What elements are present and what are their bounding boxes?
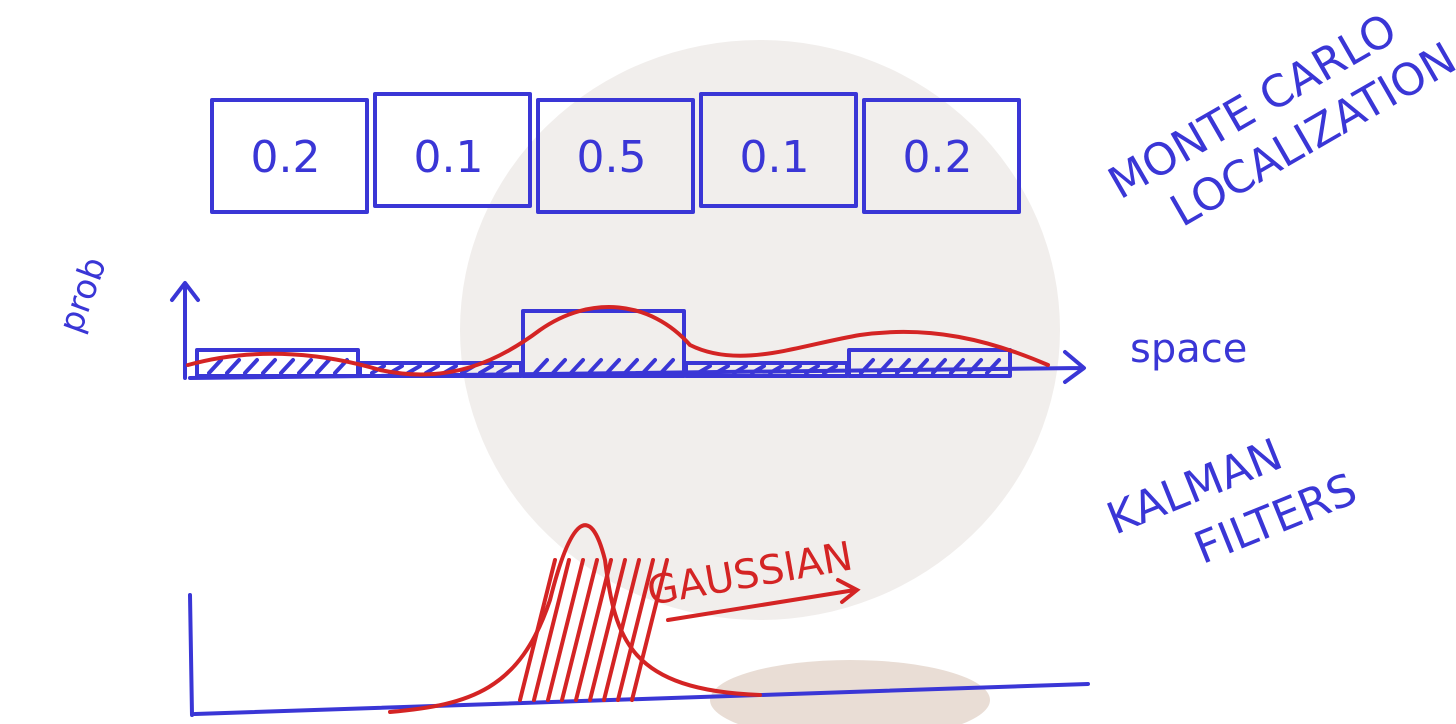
- hatch: [605, 358, 621, 375]
- hatch: [859, 358, 875, 375]
- histogram: [170, 281, 1086, 384]
- hatch: [659, 358, 675, 375]
- hist-bar: [847, 348, 1012, 378]
- hatch: [560, 558, 599, 702]
- cell-box: [536, 98, 695, 214]
- monte-carlo-label: MONTE CARLO LOCALIZATION: [1100, 4, 1456, 237]
- hatch: [225, 358, 241, 375]
- hatch: [949, 358, 965, 375]
- hatch: [207, 358, 223, 375]
- y-label: prob: [51, 252, 115, 338]
- cell-row: 0.2 0.1 0.5 0.1 0.2: [210, 92, 1021, 214]
- hatch: [750, 364, 766, 375]
- hatch: [243, 358, 259, 375]
- hatch: [478, 364, 494, 375]
- cell-value: 0.5: [577, 132, 647, 183]
- hatch: [768, 364, 784, 375]
- hatch: [533, 358, 549, 375]
- gaussian-hatch: [518, 558, 669, 702]
- hatch: [569, 358, 585, 375]
- hatch: [696, 364, 712, 375]
- hatch: [518, 558, 557, 702]
- hatch: [406, 364, 422, 375]
- hatch: [261, 358, 277, 375]
- hatch: [931, 358, 947, 375]
- hatch: [732, 364, 748, 375]
- gaussian-underline: [666, 578, 861, 622]
- hatch: [630, 558, 669, 702]
- hatch: [804, 364, 820, 375]
- hatch: [546, 558, 585, 702]
- hatch: [913, 358, 929, 375]
- cell-box: [862, 98, 1021, 214]
- cell-box: [373, 92, 532, 208]
- hatch: [967, 358, 983, 375]
- hatch: [574, 558, 613, 702]
- hatch: [602, 558, 641, 702]
- background-blur: [460, 40, 1060, 620]
- hatch: [786, 364, 802, 375]
- hatch: [297, 358, 313, 375]
- hatch: [985, 358, 1001, 375]
- cell-value: 0.2: [251, 132, 321, 183]
- hatch: [587, 358, 603, 375]
- cell-value: 0.1: [740, 132, 810, 183]
- hatch: [623, 358, 639, 375]
- hatch: [616, 558, 655, 702]
- cell-value: 0.2: [903, 132, 973, 183]
- hatch: [424, 364, 440, 375]
- x-label: space: [1130, 326, 1247, 372]
- gaussian-axes: [188, 593, 1090, 717]
- hatch: [588, 558, 627, 702]
- cell-box: [699, 92, 858, 208]
- hatch: [714, 364, 730, 375]
- hatch: [496, 364, 512, 375]
- cell-value: 0.1: [414, 132, 484, 183]
- hatch: [532, 558, 571, 702]
- hatch: [641, 358, 657, 375]
- kalman-label: KALMAN FILTERS: [1100, 429, 1364, 574]
- hatch: [279, 358, 295, 375]
- hatch: [551, 358, 567, 375]
- hatch: [315, 358, 331, 375]
- hatch: [895, 358, 911, 375]
- cell-box: [210, 98, 369, 214]
- y-axis: [170, 281, 200, 380]
- hatch: [877, 358, 893, 375]
- hatch: [822, 364, 838, 375]
- belief-curve: [186, 305, 1050, 377]
